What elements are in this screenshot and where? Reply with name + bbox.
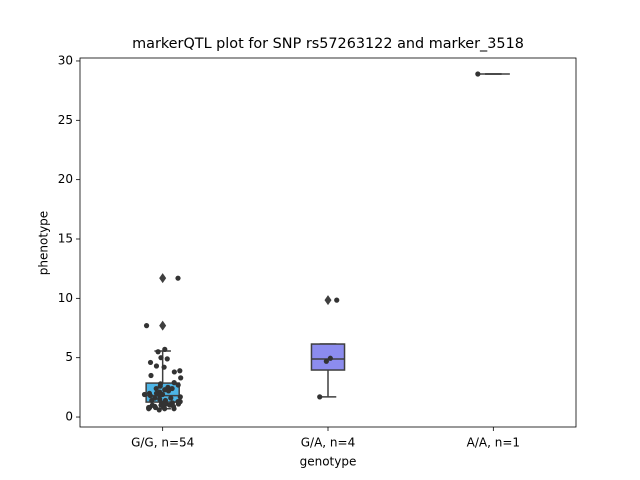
outlier [159,273,167,284]
data-point [157,383,163,389]
data-point [171,380,177,386]
y-tick-label: 15 [58,231,73,245]
data-point [162,406,168,412]
x-tick-label: G/A, n=4 [301,436,355,450]
y-tick-label: 10 [58,291,73,305]
data-point [334,297,340,303]
data-point [149,397,155,404]
y-axis-label: phenotype [37,211,51,275]
x-axis-label: genotype [300,455,357,469]
y-tick-label: 5 [65,350,73,364]
x-tick-label: A/A, n=1 [467,436,520,450]
data-point [143,323,150,329]
outlier [324,295,332,306]
data-point [153,363,160,369]
data-point [147,359,154,366]
data-point [475,71,481,77]
y-tick-label: 30 [58,53,73,67]
data-point [141,391,148,398]
data-point [177,394,183,400]
data-point [162,346,168,352]
y-tick-label: 0 [65,410,73,424]
outlier [159,320,167,331]
data-point [175,401,182,407]
y-tick-label: 25 [58,113,73,127]
data-point [168,395,174,401]
chart-title: markerQTL plot for SNP rs57263122 and ma… [132,36,524,52]
data-point [152,404,159,411]
data-point [153,385,159,392]
x-tick-label: G/G, n=54 [131,436,194,450]
data-point [146,406,152,412]
data-point [327,355,333,361]
data-point [161,364,167,370]
data-point [175,382,181,388]
data-point [148,372,154,379]
data-point [165,388,172,394]
data-point [155,349,161,355]
data-point [323,358,329,364]
data-point [171,406,177,412]
data-point [164,356,170,362]
data-point [177,368,183,374]
data-point [156,407,162,413]
data-point [175,275,181,281]
data-point [147,393,153,399]
data-point [178,375,184,381]
box [310,343,346,371]
data-point [171,369,177,375]
data-point [317,394,323,400]
data-point [158,355,164,361]
y-tick-label: 20 [58,172,73,186]
